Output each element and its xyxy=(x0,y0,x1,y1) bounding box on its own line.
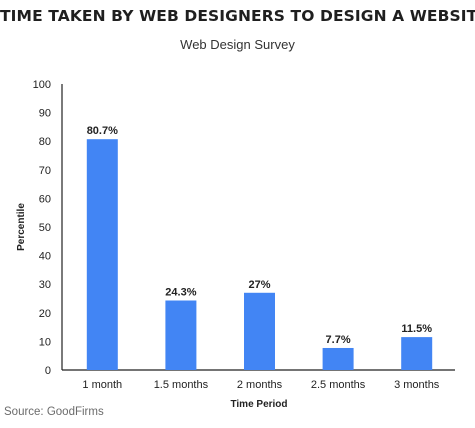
x-tick-label: 1.5 months xyxy=(154,379,209,391)
y-tick-label: 40 xyxy=(39,251,51,263)
y-tick-label: 80 xyxy=(39,136,51,148)
bar xyxy=(244,292,275,370)
data-label: 11.5% xyxy=(401,323,432,335)
x-tick-label: 2 months xyxy=(237,379,283,391)
x-tick-label: 2.5 months xyxy=(311,379,366,391)
chart-title: TIME TAKEN BY WEB DESIGNERS TO DESIGN A … xyxy=(0,7,475,25)
y-tick-label: 20 xyxy=(39,308,51,320)
data-labels: 80.7% 24.3% 27% 7.7% 11.5% xyxy=(87,125,433,346)
bar xyxy=(401,337,433,370)
x-tick-label: 1 month xyxy=(82,379,122,391)
y-tick-label: 60 xyxy=(39,193,51,205)
y-tick-label: 30 xyxy=(39,279,51,291)
y-tick-label: 50 xyxy=(39,222,51,234)
data-label: 27% xyxy=(248,279,270,291)
data-label: 80.7% xyxy=(87,125,118,137)
y-tick-labels: 0 10 20 30 40 50 60 70 80 90 100 xyxy=(33,79,51,377)
bar xyxy=(322,347,354,370)
x-axis: 1 month 1.5 months 2 months 2.5 months 3 mon… xyxy=(62,369,455,391)
y-axis-title: Percentile xyxy=(16,203,27,251)
source-note: Source: GoodFirms xyxy=(4,406,104,418)
y-tick-label: 100 xyxy=(33,79,51,91)
data-label: 7.7% xyxy=(326,334,351,346)
y-axis: 0 10 20 30 40 50 60 70 80 90 100 xyxy=(33,79,63,377)
bar xyxy=(165,300,197,370)
bars xyxy=(86,139,433,370)
x-axis-title: Time Period xyxy=(230,399,287,410)
bar xyxy=(86,139,118,370)
chart-subtitle: Web Design Survey xyxy=(180,37,295,52)
y-tick-label: 0 xyxy=(45,365,51,377)
x-tick-labels: 1 month 1.5 months 2 months 2.5 months 3 mon… xyxy=(82,379,439,391)
x-tick-label: 3 months xyxy=(394,379,440,391)
y-tick-label: 90 xyxy=(39,108,51,120)
y-tick-label: 10 xyxy=(39,336,51,348)
data-label: 24.3% xyxy=(165,287,196,299)
y-tick-label: 70 xyxy=(39,165,51,177)
